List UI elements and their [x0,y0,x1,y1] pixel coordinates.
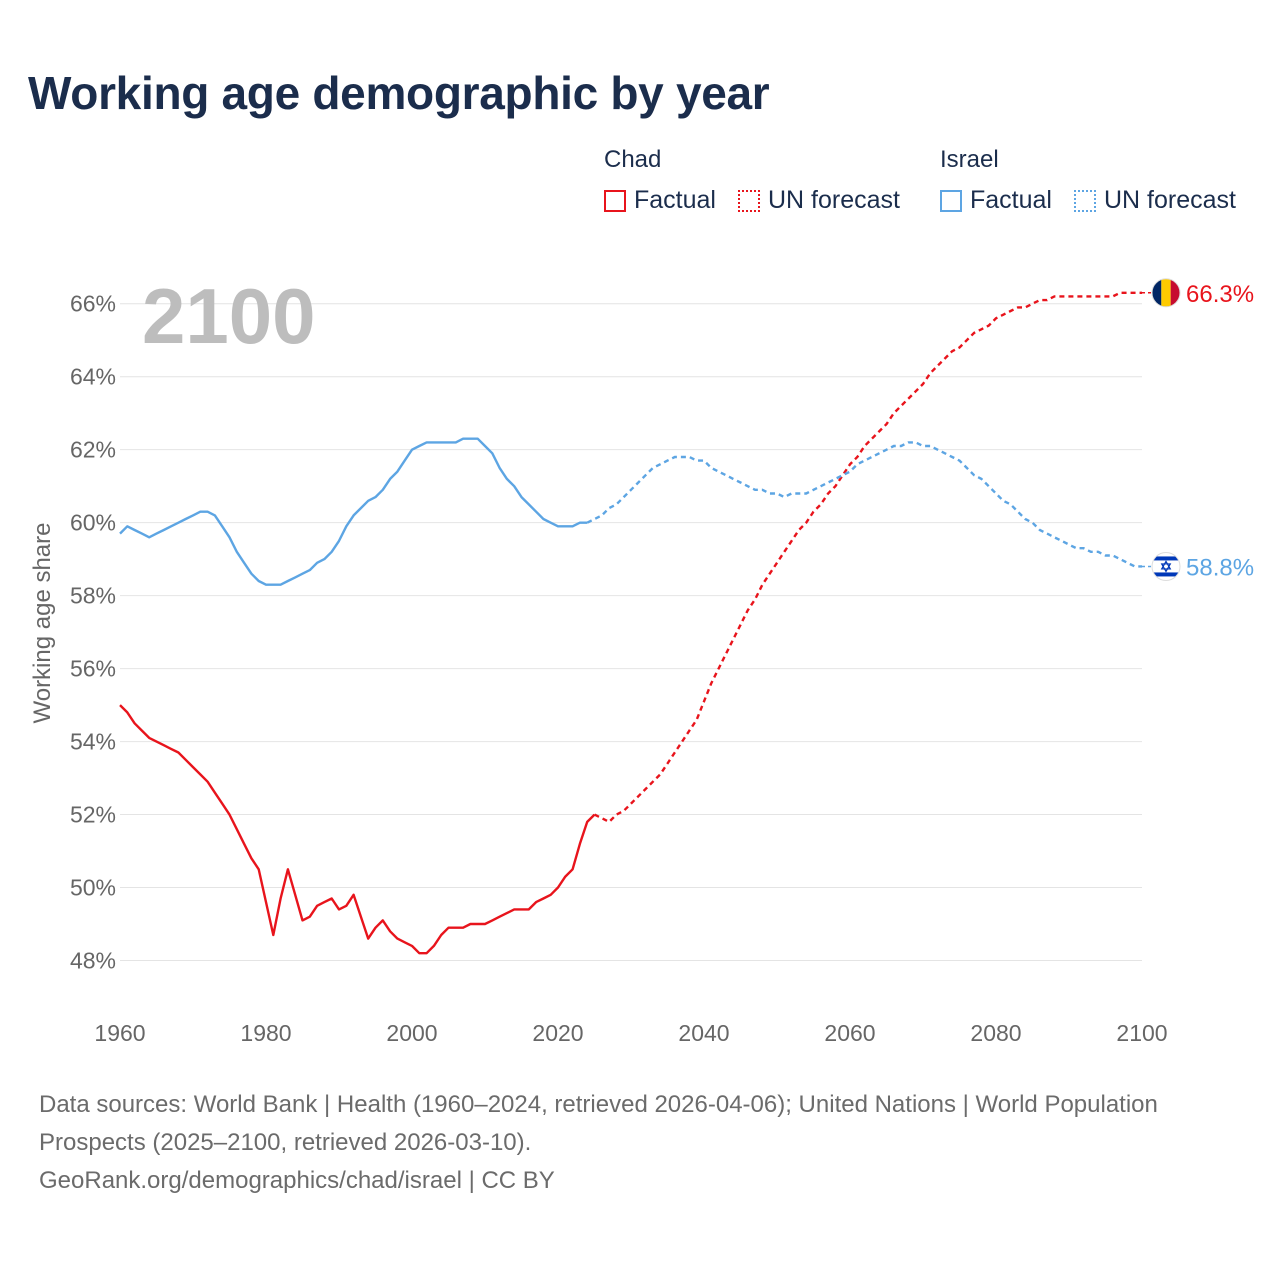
chad-flag-icon [1151,278,1181,308]
y-tick-label: 58% [70,583,116,609]
legend-israel-factual[interactable]: Factual [940,186,1052,215]
y-tick-label: 60% [70,510,116,536]
legend-israel-factual-label: Factual [970,186,1052,214]
series-lines [119,291,1143,955]
y-axis-label: Working age share [29,523,56,724]
legend-group-chad: Chad [604,146,662,173]
current-year-watermark: 2100 [142,272,316,360]
israel-factual-line[interactable] [119,437,588,586]
end-markers: 66.3% 58.8% [1142,278,1254,581]
y-tick-label: 66% [70,291,116,317]
chad-factual-line[interactable] [119,704,596,955]
y-tick-label: 54% [70,729,116,755]
x-tick-label: 2100 [1116,1020,1167,1046]
x-tick-label: 2060 [824,1020,875,1046]
legend-chad-factual-label: Factual [634,186,716,214]
chart-title: Working age demographic by year [28,67,770,119]
x-tick-label: 2020 [532,1020,583,1046]
israel-flag-icon [1151,551,1181,581]
y-tick-label: 50% [70,875,116,901]
israel-end-value-label: 58.8% [1186,554,1254,581]
legend-swatch-dotted-icon [1074,189,1096,212]
y-tick-label: 56% [70,656,116,682]
legend-israel-forecast-label: UN forecast [1104,186,1236,214]
credit-link[interactable]: GeoRank.org/demographics/chad/israel | C… [39,1167,555,1194]
israel-forecast-line[interactable] [586,441,1142,568]
legend-swatch-solid-icon [604,189,626,212]
x-tick-label: 2080 [970,1020,1021,1046]
data-sources: Data sources: World Bank | Health (1960–… [39,1091,1158,1156]
x-tick-label: 1960 [94,1020,145,1046]
gridlines [120,303,1142,962]
legend-chad-forecast[interactable]: UN forecast [738,186,900,215]
y-axis-ticks: 48% 50% 52% 54% 56% 58% 60% 62% 64% 66% [70,291,116,974]
footer: Data sources: World Bank | Health (1960–… [39,1086,1219,1200]
x-tick-label: 1980 [240,1020,291,1046]
legend-chad-forecast-label: UN forecast [768,186,900,214]
x-tick-label: 2040 [678,1020,729,1046]
x-tick-label: 2000 [386,1020,437,1046]
x-axis-ticks: 1960 1980 2000 2020 2040 2060 2080 2100 [94,1020,1167,1046]
y-tick-label: 64% [70,364,116,390]
legend-group-israel: Israel [940,146,999,173]
y-tick-label: 48% [70,948,116,974]
legend-swatch-solid-icon [940,189,962,212]
legend-chad-factual[interactable]: Factual [604,186,716,215]
y-tick-label: 62% [70,437,116,463]
legend-swatch-dotted-icon [738,189,760,212]
legend-israel-forecast[interactable]: UN forecast [1074,186,1236,215]
line-chart: 48% 50% 52% 54% 56% 58% 60% 62% 64% 66% 1960 1980 2… [29,272,1254,1046]
chad-forecast-line[interactable] [593,291,1143,824]
y-tick-label: 52% [70,802,116,828]
chad-end-value-label: 66.3% [1186,281,1254,308]
